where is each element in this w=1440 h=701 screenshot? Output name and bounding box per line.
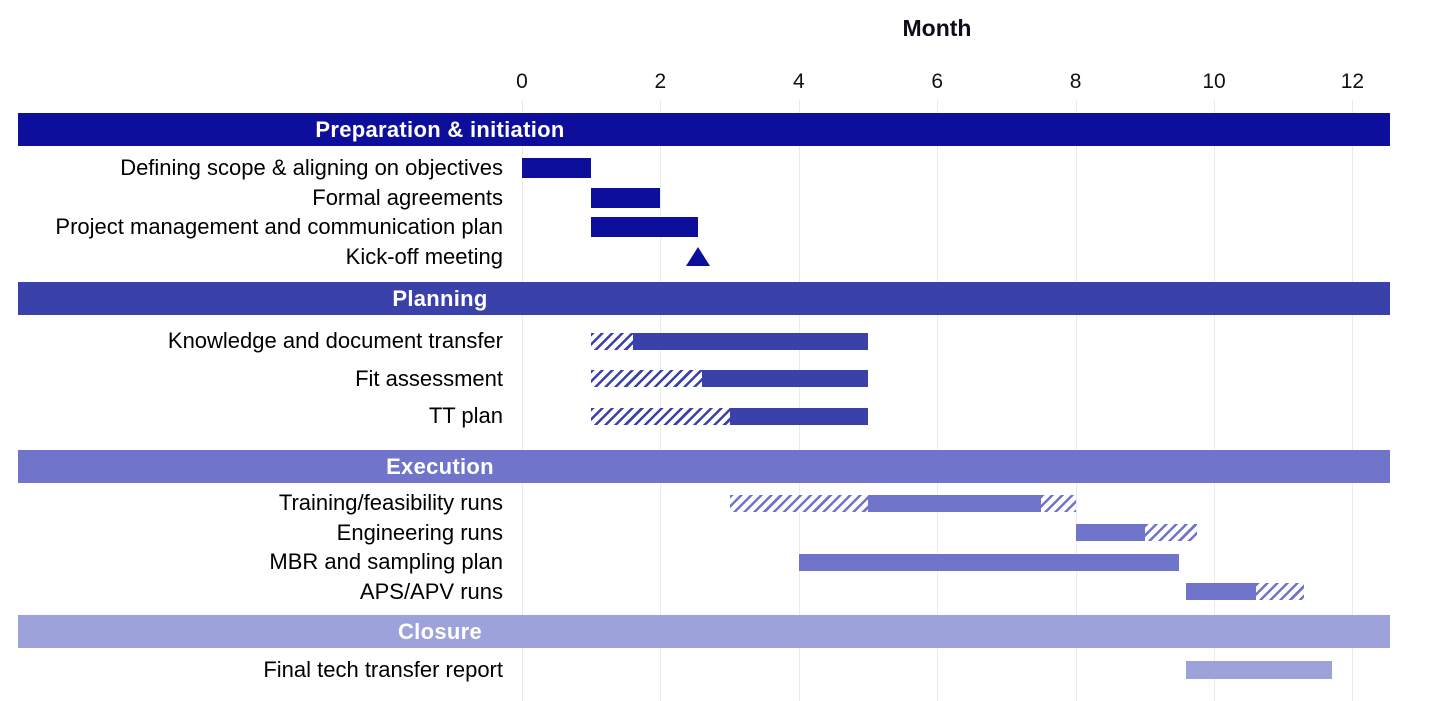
x-tick-0: 0	[516, 70, 528, 93]
x-tick-4: 4	[792, 70, 805, 93]
task-label-project-management-and-communication-plan: Project management and communication pla…	[55, 214, 503, 239]
x-tick-6: 6	[931, 70, 944, 93]
phase-title-execution: Execution	[386, 454, 494, 479]
task-label-formal-agreements: Formal agreements	[312, 184, 503, 210]
task-bar-hatched-tt-plan-0	[591, 407, 730, 425]
gridline-month-4	[798, 100, 800, 701]
task-bar-project-management-and-communication-plan-0	[591, 217, 699, 237]
x-tick-2: 2	[654, 70, 667, 93]
task-bar-knowledge-and-document-transfer-1	[632, 332, 868, 350]
task-bar-defining-scope-aligning-on-objectives-0	[522, 158, 592, 178]
task-bar-hatched-aps-apv-runs-1	[1255, 583, 1304, 600]
task-bar-final-tech-transfer-report-0	[1186, 661, 1332, 679]
x-tick-10: 10	[1202, 70, 1226, 93]
x-tick-8: 8	[1069, 70, 1082, 93]
phase-header-closure: Closure	[18, 615, 1390, 648]
gridline-month-6	[937, 100, 939, 701]
milestone-marker-kick-off-meeting	[686, 246, 711, 266]
task-bar-mbr-and-sampling-plan-0	[798, 553, 1180, 571]
task-bar-engineering-runs-0	[1075, 524, 1145, 541]
task-label-final-tech-transfer-report: Final tech transfer report	[263, 657, 503, 682]
task-label-kick-off-meeting: Kick-off meeting	[345, 243, 503, 269]
task-label-engineering-runs: Engineering runs	[336, 519, 503, 545]
phase-title-closure: Closure	[397, 619, 482, 644]
phase-header-planning: Planning	[18, 282, 1390, 315]
x-tick-12: 12	[1340, 70, 1365, 93]
task-label-training-feasibility-runs: Training/feasibility runs	[278, 490, 503, 515]
phase-title-planning: Planning	[392, 286, 488, 311]
task-bar-formal-agreements-0	[591, 187, 661, 208]
gridline-month-12	[1352, 100, 1354, 701]
gridline-month-2	[660, 100, 662, 701]
task-bar-training-feasibility-runs-1	[868, 494, 1041, 512]
task-bar-hatched-knowledge-and-document-transfer-0	[591, 332, 633, 350]
gridline-month-10	[1214, 100, 1215, 701]
task-bar-fit-assessment-1	[701, 370, 868, 387]
gridline-month-8	[1075, 100, 1077, 701]
task-label-mbr-and-sampling-plan: MBR and sampling plan	[269, 549, 503, 574]
task-bar-aps-apv-runs-0	[1186, 583, 1256, 600]
task-label-tt-plan: TT plan	[428, 403, 503, 428]
phase-title-preparation-initiation: Preparation & initiation	[315, 117, 565, 142]
task-label-knowledge-and-document-transfer: Knowledge and document transfer	[167, 328, 503, 353]
task-bar-tt-plan-1	[729, 407, 868, 425]
task-bar-hatched-fit-assessment-0	[591, 370, 702, 387]
phase-header-execution: Execution	[18, 450, 1390, 483]
task-bar-hatched-engineering-runs-1	[1144, 524, 1197, 541]
gridline-month-0	[522, 100, 523, 701]
phase-header-preparation-initiation: Preparation & initiation	[18, 113, 1390, 146]
task-label-defining-scope-aligning-on-objectives: Defining scope & aligning on objectives	[120, 155, 503, 180]
task-bar-hatched-training-feasibility-runs-0	[729, 494, 868, 512]
axis-title: Month	[902, 15, 972, 41]
task-bar-hatched-training-feasibility-runs-2	[1041, 494, 1076, 512]
task-label-aps-apv-runs: APS/APV runs	[359, 578, 503, 604]
task-label-fit-assessment: Fit assessment	[355, 365, 503, 391]
